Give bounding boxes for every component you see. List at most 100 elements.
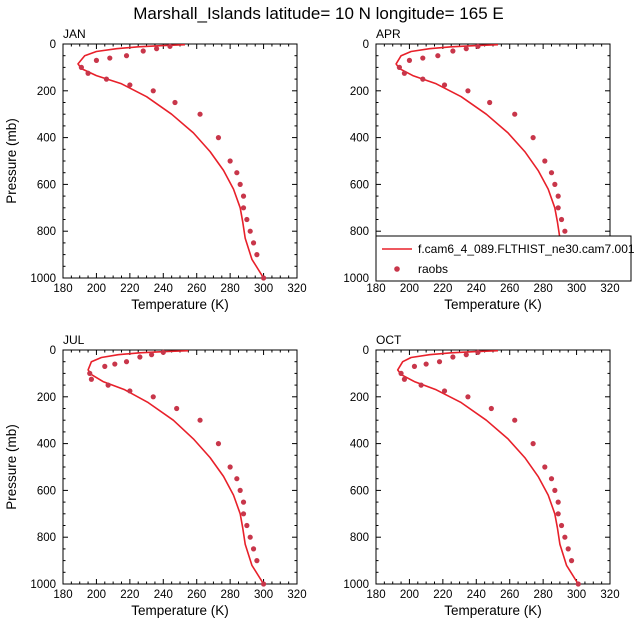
x-axis-label: Temperature (K) [131, 603, 229, 618]
y-tick-label: 200 [350, 86, 369, 98]
raobs-point [234, 170, 240, 176]
raobs-point [103, 76, 110, 82]
y-tick-label: 1000 [343, 273, 369, 285]
raobs-point [240, 511, 247, 517]
raobs-point [530, 441, 536, 447]
legend-model-label: f.cam6_4_089.FLTHIST_ne30.cam7.001 [418, 242, 635, 256]
x-tick-label: 320 [287, 589, 306, 601]
x-tick-label: 260 [500, 589, 519, 601]
x-tick-label: 300 [254, 589, 273, 601]
raobs-point [552, 487, 558, 493]
raobs-point [435, 53, 441, 59]
y-tick-label: 0 [50, 39, 56, 51]
x-tick-label: 260 [187, 589, 206, 601]
y-tick-label: 400 [37, 133, 56, 145]
raobs-point [87, 370, 93, 376]
panel-apr: 180 200 220 240 260 280 300 320 0 200 400 600 800 100… [343, 27, 634, 312]
raobs-point [411, 363, 418, 369]
panel-jul: 180 200 220 240 260 280 300 320 0 200 400 600 800 100… [4, 333, 307, 618]
raobs-point [463, 46, 469, 52]
x-tick-label: 320 [600, 589, 619, 601]
y-tick-label: 600 [37, 485, 56, 497]
raobs-point [250, 240, 257, 246]
model-profile-line [395, 44, 579, 278]
y-tick-label: 600 [37, 179, 56, 191]
raobs-point [555, 499, 561, 505]
y-tick-label: 200 [37, 86, 56, 98]
raobs-point [398, 370, 404, 376]
raobs-point [548, 476, 555, 482]
raobs-point [512, 111, 518, 117]
raobs-point [512, 417, 518, 423]
raobs-point [558, 522, 565, 529]
x-tick-label: 300 [254, 283, 273, 295]
raobs-point [555, 511, 561, 517]
x-tick-label: 300 [567, 283, 586, 295]
x-tick-label: 280 [534, 589, 553, 601]
raobs-point [420, 55, 426, 61]
raobs-point [406, 57, 413, 63]
raobs-point [93, 57, 100, 63]
raobs-point [562, 534, 568, 540]
raobs-point [420, 76, 426, 82]
plot-frame [375, 349, 611, 585]
raobs-point [167, 43, 173, 49]
y-tick-label: 400 [350, 133, 369, 145]
x-tick-label: 320 [287, 283, 306, 295]
x-tick-label: 180 [366, 283, 385, 295]
raobs-point [552, 181, 558, 187]
raobs-point [215, 441, 222, 447]
raobs-point [150, 394, 156, 400]
raobs-point [88, 376, 95, 382]
x-tick-label: 220 [120, 283, 139, 295]
raobs-point [562, 228, 568, 234]
x-tick-label: 320 [600, 283, 619, 295]
x-tick-label: 280 [221, 283, 240, 295]
raobs-point [250, 546, 257, 552]
raobs-point [148, 352, 155, 358]
raobs-point [215, 135, 222, 141]
raobs-point [575, 581, 581, 587]
raobs-point [542, 158, 548, 164]
y-tick-label: 200 [37, 392, 56, 404]
model-profile-line [396, 350, 579, 584]
figure-title: Marshall_Islands latitude= 10 N longitud… [133, 4, 504, 23]
raobs-point [244, 522, 250, 529]
panel-label: APR [376, 27, 401, 41]
legend-marker-swatch [394, 266, 400, 272]
raobs-point [254, 558, 260, 564]
x-tick-label: 200 [400, 589, 419, 601]
raobs-point [102, 363, 108, 369]
x-tick-label: 240 [467, 589, 486, 601]
x-axis-label: Temperature (K) [444, 603, 542, 618]
raobs-point [127, 388, 133, 394]
raobs-point [174, 405, 180, 412]
panel-oct: 180 200 220 240 260 280 300 320 0 200 400 600 800 100… [343, 333, 619, 618]
raobs-point [123, 359, 130, 365]
y-tick-label: 800 [350, 532, 369, 544]
raobs-point [107, 55, 113, 61]
x-axis-label: Temperature (K) [131, 297, 229, 312]
x-tick-label: 220 [433, 589, 452, 601]
model-profile-line [87, 350, 265, 584]
raobs-point [227, 464, 233, 470]
x-tick-label: 300 [567, 589, 586, 601]
x-tick-label: 220 [120, 589, 139, 601]
panel-jan: 180 200 220 240 260 280 300 320 0 200 400 600 800 100… [4, 27, 307, 312]
raobs-point [465, 88, 471, 94]
model-profile-line [77, 44, 265, 278]
raobs-point [234, 476, 240, 482]
raobs-point [254, 252, 260, 258]
x-tick-label: 200 [400, 283, 419, 295]
x-tick-label: 200 [87, 283, 106, 295]
raobs-point [396, 64, 402, 70]
panel-label: JAN [63, 27, 86, 41]
raobs-point [123, 53, 130, 59]
y-axis-label: Pressure (mb) [4, 424, 19, 510]
raobs-point [160, 349, 166, 355]
y-tick-label: 600 [350, 179, 369, 191]
y-tick-label: 0 [363, 345, 369, 357]
y-tick-label: 200 [350, 392, 369, 404]
